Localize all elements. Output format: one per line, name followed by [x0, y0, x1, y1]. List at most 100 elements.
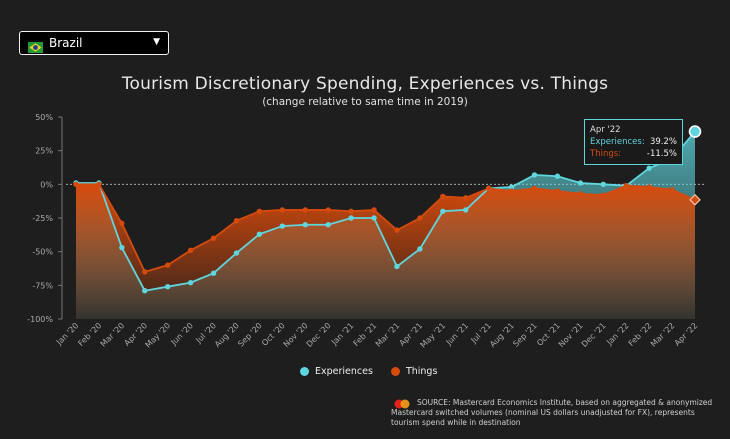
things-point — [210, 235, 217, 241]
x-tick-label: Dec '21 — [580, 321, 608, 349]
experiences-point — [440, 208, 446, 214]
chart-legend: Experiences Things — [300, 366, 455, 377]
tooltip-things-label: Things: — [590, 149, 622, 159]
x-tick-label: Apr '22 — [673, 321, 700, 348]
x-tick-label: Jun '21 — [444, 321, 470, 347]
things-point — [623, 182, 629, 189]
x-tick-label: Jun '20 — [169, 321, 195, 347]
country-dropdown[interactable]: Brazil ▼ — [19, 31, 169, 55]
tooltip-things-value: -11.5% — [646, 149, 677, 159]
x-tick-label: Nov '21 — [557, 321, 585, 349]
things-point — [485, 185, 492, 192]
chart-title: Tourism Discretionary Spending, Experien… — [121, 74, 609, 94]
experiences-point — [371, 215, 377, 221]
experiences-point — [646, 165, 652, 171]
experiences-point — [417, 246, 423, 252]
things-point — [440, 193, 446, 200]
x-tick-label: Aug '20 — [213, 321, 241, 349]
things-point — [96, 181, 102, 188]
things-point — [325, 207, 331, 213]
y-tick-label: 0% — [40, 180, 53, 189]
experiences-point — [348, 215, 354, 221]
things-area — [76, 184, 695, 319]
things-point — [233, 217, 240, 224]
legend-things-label: Things — [405, 366, 438, 377]
things-point — [531, 185, 538, 192]
experiences-point — [394, 263, 400, 270]
experiences-point — [142, 288, 148, 294]
x-tick-label: Mar '21 — [374, 321, 402, 349]
y-tick-label: -50% — [32, 248, 53, 257]
y-tick-label: -25% — [32, 214, 53, 223]
things-point — [417, 215, 423, 221]
things-point — [187, 247, 194, 254]
experiences-point — [325, 222, 331, 228]
things-point — [554, 188, 561, 194]
mastercard-logo-icon — [394, 399, 410, 409]
tooltip-date: Apr '22 — [590, 125, 621, 135]
legend-item-things[interactable]: Things — [390, 366, 438, 377]
x-tick-label: Jan '21 — [329, 321, 355, 347]
experiences-point — [119, 244, 125, 251]
experiences-point — [256, 231, 263, 237]
legend-experiences-swatch — [300, 367, 309, 376]
y-tick-label: 50% — [35, 113, 53, 122]
experiences-point — [302, 222, 308, 228]
things-point — [256, 208, 263, 214]
things-point — [119, 220, 125, 227]
experiences-point — [210, 270, 217, 276]
experiences-point — [233, 250, 240, 256]
things-point — [669, 187, 675, 193]
x-tick-label: Aug '21 — [488, 321, 516, 349]
things-point — [73, 181, 79, 188]
experiences-line — [76, 130, 696, 292]
chevron-down-icon: ▼ — [153, 37, 160, 47]
things-point — [279, 207, 286, 213]
data-tooltip: Apr '22 Experiences: 39.2% Things: -11.5% — [584, 119, 683, 165]
experiences-point — [187, 279, 194, 286]
x-tick-label: Mar '20 — [99, 321, 127, 349]
things-point — [165, 262, 171, 268]
legend-item-experiences[interactable]: Experiences — [300, 366, 373, 377]
things-point — [577, 191, 584, 197]
experiences-point — [279, 223, 286, 229]
experiences-point — [577, 180, 584, 186]
experiences-point — [600, 181, 606, 188]
tooltip-experiences-label: Experiences: — [590, 137, 645, 147]
y-tick-label: -100% — [27, 315, 53, 324]
experiences-point — [463, 207, 469, 213]
things-point — [646, 184, 652, 190]
x-tick-label: Dec '20 — [305, 321, 333, 349]
x-tick-label: May '21 — [419, 321, 448, 350]
experiences-point — [165, 283, 171, 290]
things-point — [348, 208, 354, 214]
things-point — [689, 193, 701, 206]
things-point — [394, 227, 400, 233]
tooltip-experiences-value: 39.2% — [649, 137, 677, 147]
things-point — [600, 192, 606, 198]
things-point — [508, 188, 515, 194]
things-point — [302, 207, 308, 213]
x-tick-label: Jan '20 — [54, 321, 80, 347]
things-point — [371, 207, 377, 213]
source-note: SOURCE: Mastercard Economics Institute, … — [391, 398, 721, 428]
x-tick-label: Sep '20 — [236, 321, 264, 349]
dropdown-selected-value: Brazil — [49, 36, 83, 50]
x-tick-label: Mar '22 — [649, 321, 677, 349]
experiences-point — [554, 173, 561, 179]
things-point — [463, 195, 469, 201]
x-tick-label: May '20 — [144, 321, 173, 350]
y-tick-label: 25% — [35, 147, 53, 156]
source-text: SOURCE: Mastercard Economics Institute, … — [391, 398, 713, 427]
experiences-point — [688, 125, 702, 138]
x-tick-label: Nov '20 — [282, 321, 310, 349]
experiences-point — [531, 172, 538, 178]
x-tick-label: Jan '22 — [604, 321, 630, 347]
brazil-flag-icon — [28, 38, 43, 53]
x-tick-label: Sep '21 — [511, 321, 539, 349]
experiences-point — [508, 184, 515, 190]
things-point — [142, 269, 148, 275]
legend-experiences-label: Experiences — [315, 366, 373, 377]
chart-subtitle: (change relative to same time in 2019) — [262, 96, 468, 108]
